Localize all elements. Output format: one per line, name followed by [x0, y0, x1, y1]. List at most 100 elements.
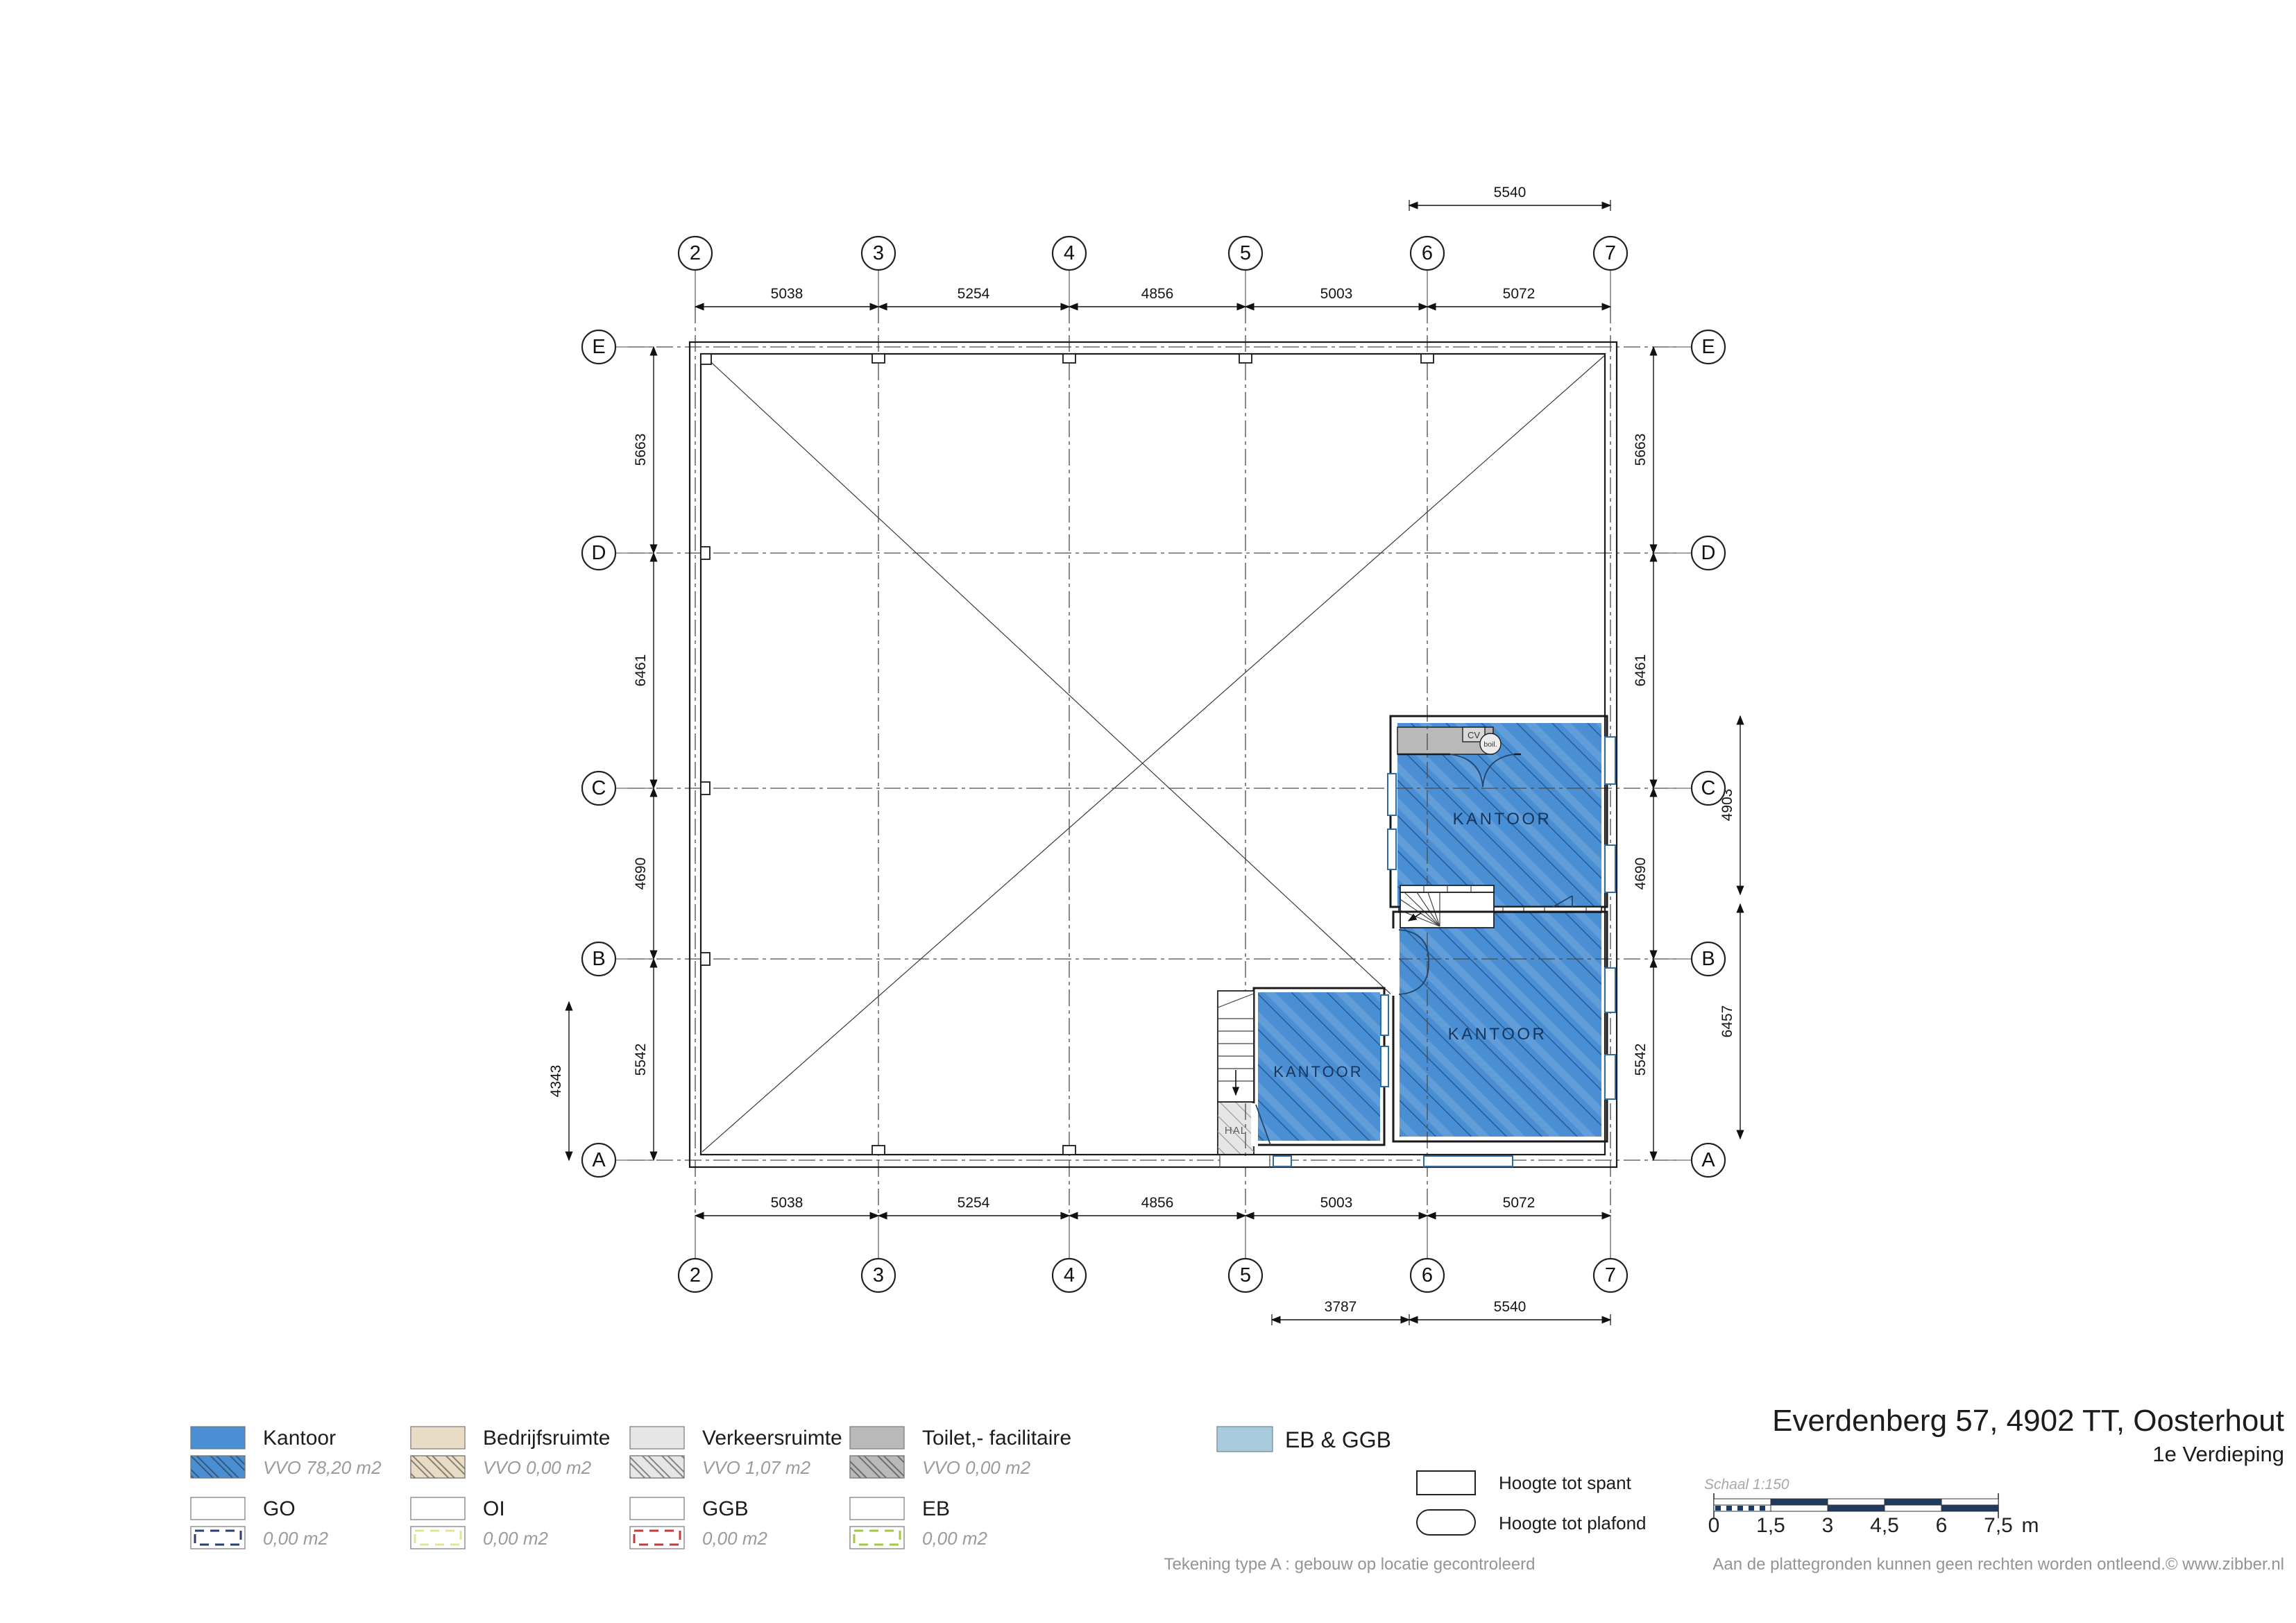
- legend-swatch-oi: [410, 1497, 466, 1520]
- double-door-upper-right-leaf: [1482, 754, 1515, 788]
- dim-bottom-5: 5072: [1503, 1195, 1536, 1211]
- page-subtitle: 1e Verdieping: [2152, 1442, 2284, 1466]
- dim-top-3: 4856: [1141, 286, 1174, 302]
- bubble-label-D-left: D: [592, 542, 606, 564]
- bubble-col-4-top: [1051, 235, 1087, 271]
- dim-left-2: 6461: [633, 654, 649, 687]
- legend-hatch-bedrijfsruimte: [410, 1455, 466, 1479]
- kantoor-small-hatch: [1258, 992, 1380, 1141]
- bubble-label-2-top: 2: [690, 242, 701, 264]
- dim-top-1: 5038: [771, 286, 803, 302]
- legend-swatch-eb: [849, 1497, 905, 1520]
- bubble-row-D-right: [1690, 535, 1726, 571]
- bubble-row-D-left: [581, 535, 617, 571]
- room-structures: [1217, 715, 1616, 1167]
- scale-tick-2: 3: [1822, 1514, 1834, 1537]
- bubble-label-B-right: B: [1701, 948, 1715, 970]
- bubble-row-C-right: [1690, 770, 1726, 806]
- bubble-label-6-top: 6: [1422, 242, 1433, 264]
- dim-left-extra: 4343: [548, 1065, 564, 1098]
- legend-area-eb: 0,00 m2: [922, 1528, 987, 1549]
- bubble-row-A-left: [581, 1142, 617, 1178]
- bubble-label-4-top: 4: [1064, 242, 1075, 264]
- corridor-door-leaf-2: [1398, 962, 1429, 995]
- bubble-col-7-top: [1592, 235, 1629, 271]
- scale-tick-5: 7,5: [1984, 1514, 2013, 1537]
- bubble-row-B-right: [1690, 941, 1726, 977]
- scale-tick-1: 1,5: [1756, 1514, 1785, 1537]
- legend-label-bedrijfsruimte: Bedrijfsruimte: [483, 1427, 610, 1450]
- bubble-label-B-left: B: [592, 948, 605, 970]
- boiler-circle: [1479, 733, 1502, 755]
- bubble-col-5-bottom: [1227, 1257, 1264, 1293]
- room-kantoor-lower-large: [1400, 912, 1601, 1137]
- bubble-label-3-top: 3: [873, 242, 884, 264]
- dimensions-left: 5663 6461 4690 5542 4343: [548, 346, 658, 1162]
- legend-swatch-bedrijfsruimte: [410, 1426, 466, 1450]
- legend-area-ggb: 0,00 m2: [702, 1528, 767, 1549]
- room-kantoor-lower-small: [1258, 992, 1380, 1141]
- dim-top-4: 5003: [1320, 286, 1353, 302]
- dim-bottom-1: 5038: [771, 1195, 803, 1211]
- dimensions-top: 5038 5254 4856 5003 5072 5540: [694, 185, 1612, 311]
- corridor-window-2: [1380, 1046, 1389, 1087]
- label-kantoor-lower: KANTOOR: [1448, 1025, 1547, 1044]
- legend-hatch-toilet: [849, 1455, 905, 1479]
- dim-left-4: 5542: [633, 1044, 649, 1076]
- scale-bar: Schaal 1:150 0 1,5 3 4,5 6 7,5 m: [1704, 1477, 2039, 1537]
- legend-swatch-ggb: [629, 1497, 685, 1520]
- dim-top-extra: 5540: [1494, 185, 1527, 201]
- bubble-label-A-left: A: [592, 1149, 606, 1171]
- legend: Kantoor VVO 78,20 m2 Bedrijfsruimte VVO …: [190, 1426, 1647, 1549]
- legend-vvo-bedrijfsruimte: VVO 0,00 m2: [483, 1457, 592, 1478]
- page-title: Everdenberg 57, 4902 TT, Oosterhout: [1772, 1404, 2284, 1438]
- corridor-door-leaf-1: [1398, 929, 1429, 963]
- dim-top-5: 5072: [1503, 286, 1536, 302]
- dim-top-2: 5254: [958, 286, 990, 302]
- wall-pilasters: [700, 353, 1434, 1155]
- stair-upper-box: [1400, 892, 1495, 928]
- legend-label-go: GO: [263, 1497, 296, 1520]
- bubble-row-C-left: [581, 770, 617, 806]
- dim-left-3: 4690: [633, 858, 649, 890]
- bubble-label-5-top: 5: [1240, 242, 1251, 264]
- bubble-label-6-bottom: 6: [1422, 1264, 1433, 1286]
- height-plafond-label: Hoogte tot plafond: [1499, 1513, 1647, 1533]
- legend-label-oi: OI: [483, 1497, 505, 1520]
- height-spant-symbol: [1416, 1470, 1476, 1495]
- bubble-col-4-bottom: [1051, 1257, 1087, 1293]
- dim-right-3: 4690: [1633, 858, 1649, 890]
- divider-door-leaf: [1552, 895, 1573, 908]
- legend-vvo-toilet: VVO 0,00 m2: [922, 1457, 1031, 1478]
- legend-hatch-kantoor: [190, 1455, 246, 1479]
- bubble-label-D-right: D: [1701, 542, 1716, 564]
- window-right-3: [1604, 967, 1616, 1013]
- dimensions-right: 5663 6461 4690 5542 4903 6457: [1633, 346, 1744, 1162]
- footer-note-right: Aan de plattegronden kunnen geen rechten…: [1712, 1555, 2284, 1574]
- label-cv: CV: [1468, 730, 1480, 740]
- bubble-label-2-bottom: 2: [690, 1264, 701, 1286]
- label-hal: HAL: [1225, 1125, 1247, 1137]
- bubble-col-6-bottom: [1409, 1257, 1445, 1293]
- legend-label-toilet: Toilet,- facilitaire: [922, 1427, 1071, 1450]
- dim-bottom-4: 5003: [1320, 1195, 1353, 1211]
- grid-bubbles: [581, 235, 1726, 1293]
- legend-swatch-toilet: [849, 1426, 905, 1450]
- legend-vvo-verkeersruimte: VVO 1,07 m2: [702, 1457, 811, 1478]
- legend-label-kantoor: Kantoor: [263, 1427, 336, 1450]
- scale-tick-3: 4,5: [1870, 1514, 1899, 1537]
- footer-note-left: Tekening type A : gebouw op locatie geco…: [1164, 1555, 1535, 1574]
- bubble-label-5-bottom: 5: [1240, 1264, 1251, 1286]
- legend-dash-go: [194, 1529, 242, 1546]
- dim-bottom-extra-right: 5540: [1494, 1299, 1527, 1315]
- dim-bottom-extra-left: 3787: [1325, 1299, 1357, 1315]
- legend-swatch-verkeersruimte: [629, 1426, 685, 1450]
- bubble-label-3-bottom: 3: [873, 1264, 884, 1286]
- dim-right-2: 6461: [1633, 654, 1649, 687]
- hal-hatch: [1218, 1102, 1254, 1155]
- bubble-row-E-left: [581, 329, 617, 365]
- legend-swatch-go: [190, 1497, 246, 1520]
- window-upper-left-1: [1387, 773, 1397, 816]
- bubble-label-7-bottom: 7: [1605, 1264, 1616, 1286]
- legend-label-ggb: GGB: [702, 1497, 749, 1520]
